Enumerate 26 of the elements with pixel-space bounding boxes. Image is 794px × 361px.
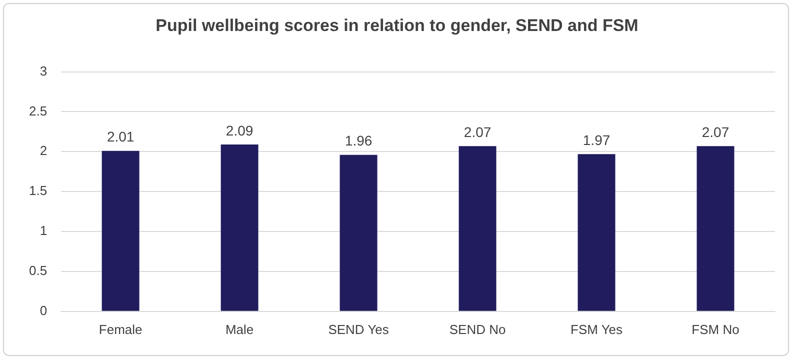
data-label: 2.01: [106, 128, 134, 145]
bar: [102, 150, 140, 311]
y-tick-label: 2: [40, 143, 48, 158]
chart-title: Pupil wellbeing scores in relation to gender, SEND and FSM: [154, 16, 640, 36]
data-label: 1.97: [582, 132, 610, 148]
y-tick-label: 0.5: [28, 263, 48, 278]
bar: [458, 146, 496, 311]
y-tick-label: 3: [40, 63, 48, 78]
data-label: 2.07: [464, 124, 492, 140]
y-tick-label: 2.5: [28, 103, 48, 118]
y-tick-label: 0: [40, 302, 48, 318]
data-label: 2.09: [226, 122, 254, 138]
x-tick-label: Male: [225, 322, 254, 337]
bar: [578, 154, 616, 311]
x-tick-label: SEND Yes: [328, 322, 390, 337]
y-tick-label: 1.5: [28, 183, 48, 198]
bar: [220, 144, 258, 311]
data-label: 1.96: [344, 132, 372, 149]
x-tick-label: SEND No: [449, 322, 506, 337]
y-tick-label: 1: [40, 223, 48, 238]
x-tick-label: Female: [98, 322, 142, 337]
bar: [340, 154, 378, 311]
x-tick-label: FSM Yes: [570, 322, 624, 337]
x-tick-label: FSM No: [692, 322, 740, 337]
data-label: 2.07: [702, 124, 730, 140]
bar: [696, 146, 734, 311]
